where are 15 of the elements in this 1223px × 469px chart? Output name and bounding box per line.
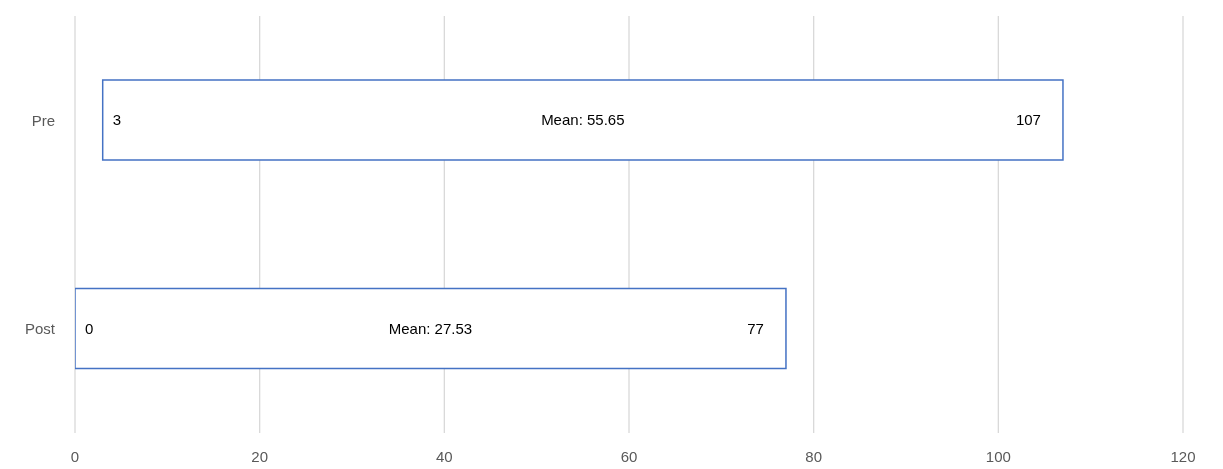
annotation: 77 <box>747 319 764 337</box>
annotation: 107 <box>1015 111 1041 129</box>
annotation: Mean: 27.53 <box>388 319 473 337</box>
annotation: 0 <box>85 319 94 337</box>
x-tick-label: 40 <box>435 447 453 465</box>
annotation: Mean: 55.65 <box>541 111 625 129</box>
x-tick-label: 80 <box>805 447 823 465</box>
y-tick-label: Pre <box>31 111 55 129</box>
y-tick-label: Post <box>24 320 56 338</box>
x-tick-label: 60 <box>620 447 638 465</box>
x-tick-label: 20 <box>251 447 269 465</box>
x-tick-label: 0 <box>70 447 80 465</box>
x-tick-label: 120 <box>1170 447 1196 465</box>
annotation: 3 <box>112 111 122 129</box>
x-tick-label: 100 <box>985 447 1011 465</box>
